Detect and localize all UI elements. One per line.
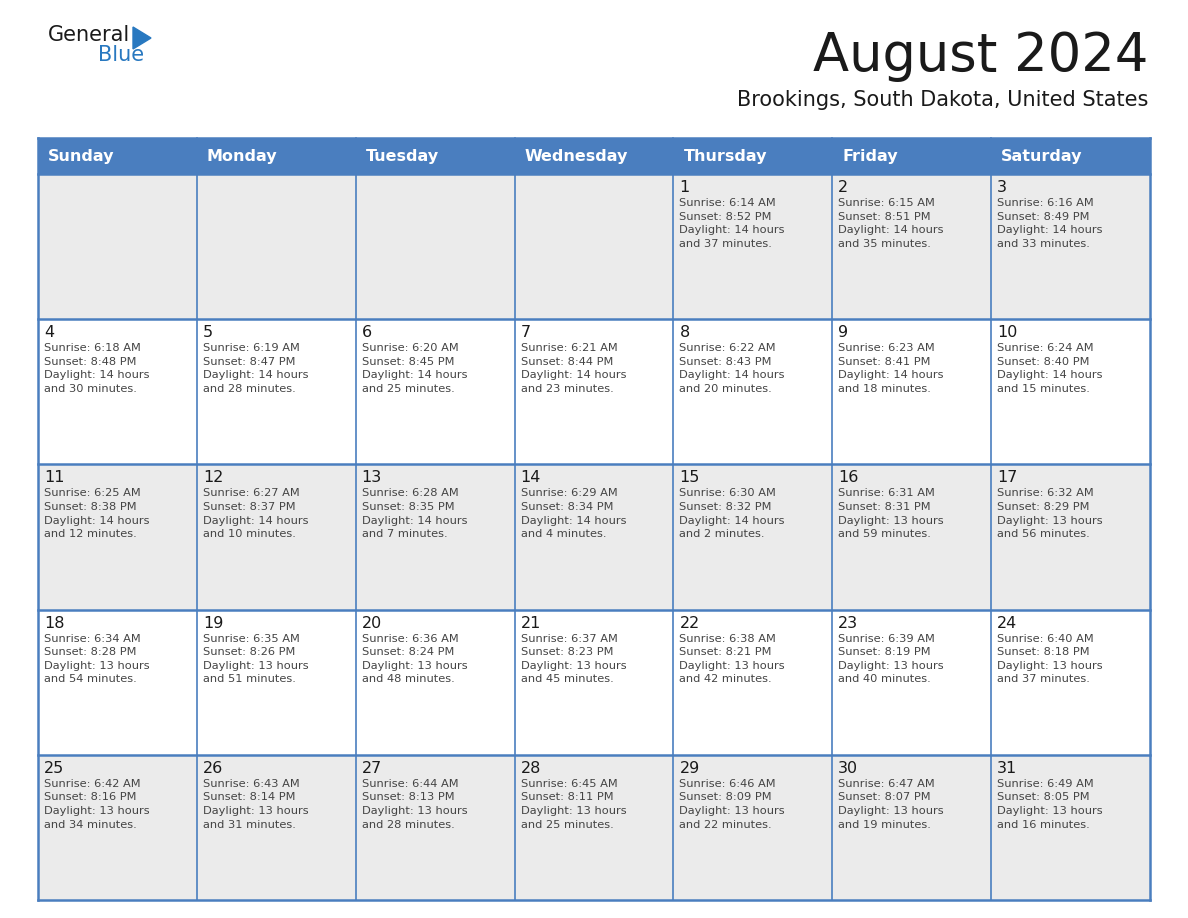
Text: 21: 21 bbox=[520, 616, 541, 631]
Polygon shape bbox=[133, 27, 151, 49]
Text: Sunrise: 6:31 AM
Sunset: 8:31 PM
Daylight: 13 hours
and 59 minutes.: Sunrise: 6:31 AM Sunset: 8:31 PM Dayligh… bbox=[839, 488, 944, 539]
Text: Tuesday: Tuesday bbox=[366, 149, 438, 163]
Text: 12: 12 bbox=[203, 470, 223, 486]
Text: 13: 13 bbox=[361, 470, 383, 486]
Text: Wednesday: Wednesday bbox=[525, 149, 628, 163]
Text: Sunrise: 6:25 AM
Sunset: 8:38 PM
Daylight: 14 hours
and 12 minutes.: Sunrise: 6:25 AM Sunset: 8:38 PM Dayligh… bbox=[44, 488, 150, 539]
Text: Thursday: Thursday bbox=[683, 149, 767, 163]
Text: 7: 7 bbox=[520, 325, 531, 341]
Text: Sunrise: 6:20 AM
Sunset: 8:45 PM
Daylight: 14 hours
and 25 minutes.: Sunrise: 6:20 AM Sunset: 8:45 PM Dayligh… bbox=[361, 343, 467, 394]
Text: Sunrise: 6:43 AM
Sunset: 8:14 PM
Daylight: 13 hours
and 31 minutes.: Sunrise: 6:43 AM Sunset: 8:14 PM Dayligh… bbox=[203, 778, 309, 830]
Text: Sunrise: 6:32 AM
Sunset: 8:29 PM
Daylight: 13 hours
and 56 minutes.: Sunrise: 6:32 AM Sunset: 8:29 PM Dayligh… bbox=[997, 488, 1102, 539]
Text: Sunrise: 6:21 AM
Sunset: 8:44 PM
Daylight: 14 hours
and 23 minutes.: Sunrise: 6:21 AM Sunset: 8:44 PM Dayligh… bbox=[520, 343, 626, 394]
Text: 4: 4 bbox=[44, 325, 55, 341]
Text: Sunrise: 6:16 AM
Sunset: 8:49 PM
Daylight: 14 hours
and 33 minutes.: Sunrise: 6:16 AM Sunset: 8:49 PM Dayligh… bbox=[997, 198, 1102, 249]
Text: 9: 9 bbox=[839, 325, 848, 341]
Text: 8: 8 bbox=[680, 325, 690, 341]
Bar bbox=[38, 319, 1150, 465]
Text: 31: 31 bbox=[997, 761, 1017, 776]
Text: Sunrise: 6:29 AM
Sunset: 8:34 PM
Daylight: 14 hours
and 4 minutes.: Sunrise: 6:29 AM Sunset: 8:34 PM Dayligh… bbox=[520, 488, 626, 539]
Text: Monday: Monday bbox=[207, 149, 278, 163]
Bar bbox=[38, 610, 1150, 755]
Text: Saturday: Saturday bbox=[1001, 149, 1082, 163]
Text: Brookings, South Dakota, United States: Brookings, South Dakota, United States bbox=[737, 90, 1148, 110]
Text: 11: 11 bbox=[44, 470, 64, 486]
Text: Sunrise: 6:35 AM
Sunset: 8:26 PM
Daylight: 13 hours
and 51 minutes.: Sunrise: 6:35 AM Sunset: 8:26 PM Dayligh… bbox=[203, 633, 309, 685]
Text: Sunrise: 6:44 AM
Sunset: 8:13 PM
Daylight: 13 hours
and 28 minutes.: Sunrise: 6:44 AM Sunset: 8:13 PM Dayligh… bbox=[361, 778, 467, 830]
Text: 15: 15 bbox=[680, 470, 700, 486]
Text: 3: 3 bbox=[997, 180, 1007, 195]
Text: 30: 30 bbox=[839, 761, 859, 776]
Text: Sunrise: 6:40 AM
Sunset: 8:18 PM
Daylight: 13 hours
and 37 minutes.: Sunrise: 6:40 AM Sunset: 8:18 PM Dayligh… bbox=[997, 633, 1102, 685]
Text: 27: 27 bbox=[361, 761, 383, 776]
Text: Sunrise: 6:23 AM
Sunset: 8:41 PM
Daylight: 14 hours
and 18 minutes.: Sunrise: 6:23 AM Sunset: 8:41 PM Dayligh… bbox=[839, 343, 943, 394]
Text: Sunrise: 6:45 AM
Sunset: 8:11 PM
Daylight: 13 hours
and 25 minutes.: Sunrise: 6:45 AM Sunset: 8:11 PM Dayligh… bbox=[520, 778, 626, 830]
Text: Sunrise: 6:34 AM
Sunset: 8:28 PM
Daylight: 13 hours
and 54 minutes.: Sunrise: 6:34 AM Sunset: 8:28 PM Dayligh… bbox=[44, 633, 150, 685]
Text: Sunday: Sunday bbox=[48, 149, 114, 163]
Text: Friday: Friday bbox=[842, 149, 898, 163]
Text: Sunrise: 6:15 AM
Sunset: 8:51 PM
Daylight: 14 hours
and 35 minutes.: Sunrise: 6:15 AM Sunset: 8:51 PM Dayligh… bbox=[839, 198, 943, 249]
Bar bbox=[38, 465, 1150, 610]
Text: Sunrise: 6:18 AM
Sunset: 8:48 PM
Daylight: 14 hours
and 30 minutes.: Sunrise: 6:18 AM Sunset: 8:48 PM Dayligh… bbox=[44, 343, 150, 394]
Text: Sunrise: 6:49 AM
Sunset: 8:05 PM
Daylight: 13 hours
and 16 minutes.: Sunrise: 6:49 AM Sunset: 8:05 PM Dayligh… bbox=[997, 778, 1102, 830]
Text: 22: 22 bbox=[680, 616, 700, 631]
Text: Sunrise: 6:30 AM
Sunset: 8:32 PM
Daylight: 14 hours
and 2 minutes.: Sunrise: 6:30 AM Sunset: 8:32 PM Dayligh… bbox=[680, 488, 785, 539]
Text: 5: 5 bbox=[203, 325, 213, 341]
Text: Sunrise: 6:19 AM
Sunset: 8:47 PM
Daylight: 14 hours
and 28 minutes.: Sunrise: 6:19 AM Sunset: 8:47 PM Dayligh… bbox=[203, 343, 309, 394]
Text: Sunrise: 6:38 AM
Sunset: 8:21 PM
Daylight: 13 hours
and 42 minutes.: Sunrise: 6:38 AM Sunset: 8:21 PM Dayligh… bbox=[680, 633, 785, 685]
Bar bbox=[38, 174, 1150, 319]
Text: 1: 1 bbox=[680, 180, 690, 195]
Text: Sunrise: 6:27 AM
Sunset: 8:37 PM
Daylight: 14 hours
and 10 minutes.: Sunrise: 6:27 AM Sunset: 8:37 PM Dayligh… bbox=[203, 488, 309, 539]
Text: Sunrise: 6:47 AM
Sunset: 8:07 PM
Daylight: 13 hours
and 19 minutes.: Sunrise: 6:47 AM Sunset: 8:07 PM Dayligh… bbox=[839, 778, 944, 830]
Text: 29: 29 bbox=[680, 761, 700, 776]
Text: Sunrise: 6:39 AM
Sunset: 8:19 PM
Daylight: 13 hours
and 40 minutes.: Sunrise: 6:39 AM Sunset: 8:19 PM Dayligh… bbox=[839, 633, 944, 685]
Bar bbox=[38, 755, 1150, 900]
Text: Sunrise: 6:42 AM
Sunset: 8:16 PM
Daylight: 13 hours
and 34 minutes.: Sunrise: 6:42 AM Sunset: 8:16 PM Dayligh… bbox=[44, 778, 150, 830]
Text: 23: 23 bbox=[839, 616, 859, 631]
Text: 16: 16 bbox=[839, 470, 859, 486]
Text: 6: 6 bbox=[361, 325, 372, 341]
Text: 10: 10 bbox=[997, 325, 1017, 341]
Text: General: General bbox=[48, 25, 131, 45]
Text: Sunrise: 6:46 AM
Sunset: 8:09 PM
Daylight: 13 hours
and 22 minutes.: Sunrise: 6:46 AM Sunset: 8:09 PM Dayligh… bbox=[680, 778, 785, 830]
Text: Sunrise: 6:24 AM
Sunset: 8:40 PM
Daylight: 14 hours
and 15 minutes.: Sunrise: 6:24 AM Sunset: 8:40 PM Dayligh… bbox=[997, 343, 1102, 394]
Text: August 2024: August 2024 bbox=[813, 30, 1148, 82]
Text: 2: 2 bbox=[839, 180, 848, 195]
Text: 26: 26 bbox=[203, 761, 223, 776]
Text: Sunrise: 6:36 AM
Sunset: 8:24 PM
Daylight: 13 hours
and 48 minutes.: Sunrise: 6:36 AM Sunset: 8:24 PM Dayligh… bbox=[361, 633, 467, 685]
Text: 24: 24 bbox=[997, 616, 1017, 631]
Text: Sunrise: 6:22 AM
Sunset: 8:43 PM
Daylight: 14 hours
and 20 minutes.: Sunrise: 6:22 AM Sunset: 8:43 PM Dayligh… bbox=[680, 343, 785, 394]
Text: 28: 28 bbox=[520, 761, 541, 776]
Text: 19: 19 bbox=[203, 616, 223, 631]
Text: Sunrise: 6:28 AM
Sunset: 8:35 PM
Daylight: 14 hours
and 7 minutes.: Sunrise: 6:28 AM Sunset: 8:35 PM Dayligh… bbox=[361, 488, 467, 539]
Text: 20: 20 bbox=[361, 616, 383, 631]
Text: Blue: Blue bbox=[97, 45, 144, 65]
Text: 25: 25 bbox=[44, 761, 64, 776]
Text: 14: 14 bbox=[520, 470, 541, 486]
Bar bbox=[38, 138, 1150, 174]
Text: 18: 18 bbox=[44, 616, 64, 631]
Text: Sunrise: 6:37 AM
Sunset: 8:23 PM
Daylight: 13 hours
and 45 minutes.: Sunrise: 6:37 AM Sunset: 8:23 PM Dayligh… bbox=[520, 633, 626, 685]
Text: Sunrise: 6:14 AM
Sunset: 8:52 PM
Daylight: 14 hours
and 37 minutes.: Sunrise: 6:14 AM Sunset: 8:52 PM Dayligh… bbox=[680, 198, 785, 249]
Text: 17: 17 bbox=[997, 470, 1017, 486]
